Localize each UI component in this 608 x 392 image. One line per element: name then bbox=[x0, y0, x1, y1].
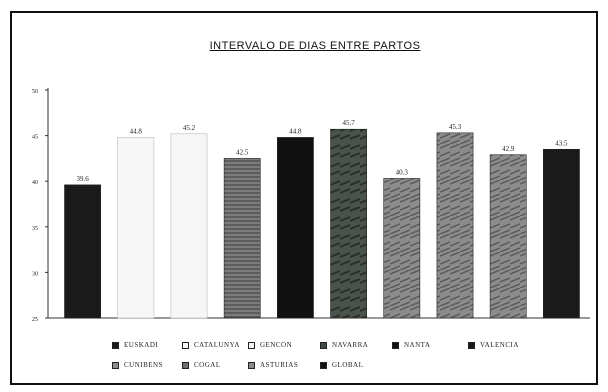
value-label: 42.5 bbox=[236, 148, 249, 156]
y-tick-label: 35 bbox=[32, 226, 38, 232]
legend-swatch bbox=[112, 361, 119, 369]
y-tick-label: 25 bbox=[32, 317, 38, 323]
legend-item: VALENCIA bbox=[468, 341, 519, 349]
legend-item: CUNIBENS bbox=[112, 361, 163, 369]
legend-swatch bbox=[248, 341, 255, 349]
legend-swatch bbox=[392, 341, 399, 349]
legend-swatch bbox=[182, 341, 189, 349]
value-label: 44.8 bbox=[289, 127, 302, 135]
bar-navarra bbox=[330, 128, 367, 319]
legend-item: NANTA bbox=[392, 341, 430, 349]
legend-label: VALENCIA bbox=[480, 341, 519, 349]
legend-swatch bbox=[248, 361, 255, 369]
legend-item: GLOBAL bbox=[320, 361, 363, 369]
legend-swatch bbox=[182, 361, 189, 369]
bar-nanta bbox=[436, 132, 474, 319]
legend-label: NANTA bbox=[404, 341, 431, 349]
y-tick-label: 40 bbox=[32, 180, 38, 186]
value-label: 45.2 bbox=[183, 124, 196, 132]
value-label: 39.6 bbox=[76, 175, 89, 183]
value-label: 40.3 bbox=[396, 168, 409, 176]
y-tick-label: 30 bbox=[32, 271, 38, 277]
bar-cogal bbox=[277, 137, 314, 319]
legend-item: NAVARRA bbox=[320, 341, 368, 349]
legend-item: GENCON bbox=[248, 341, 292, 349]
bar-euskadi bbox=[64, 184, 101, 319]
legend-label: GENCON bbox=[260, 341, 293, 349]
value-label: 44.8 bbox=[130, 127, 143, 135]
value-label: 45.7 bbox=[342, 119, 355, 127]
legend-item: COGAL bbox=[182, 361, 221, 369]
legend-swatch bbox=[320, 361, 327, 369]
bar-asturias bbox=[383, 178, 421, 319]
legend-item: CATALUNYA bbox=[182, 341, 240, 349]
legend-label: GLOBAL bbox=[332, 361, 364, 369]
value-label: 45.3 bbox=[449, 123, 462, 131]
bar-cunibens bbox=[223, 158, 261, 319]
bar-gencon bbox=[170, 133, 208, 319]
chart-title: INTERVALO DE DIAS ENTRE PARTOS bbox=[209, 40, 421, 52]
value-label: 43.5 bbox=[555, 139, 568, 147]
value-label: 42.9 bbox=[502, 145, 515, 153]
legend-label: ASTURIAS bbox=[260, 361, 299, 369]
bar-valencia bbox=[489, 154, 527, 319]
y-tick-label: 45 bbox=[32, 135, 38, 141]
legend-label: COGAL bbox=[194, 361, 221, 369]
legend-swatch bbox=[468, 341, 475, 349]
bar-catalunya bbox=[117, 137, 155, 319]
legend-swatch bbox=[320, 341, 327, 349]
y-tick-label: 50 bbox=[32, 89, 38, 95]
legend-label: NAVARRA bbox=[332, 341, 369, 349]
legend-label: CUNIBENS bbox=[124, 361, 164, 369]
legend-item: ASTURIAS bbox=[248, 361, 298, 369]
legend-item: EUSKADI bbox=[112, 341, 158, 349]
legend-label: EUSKADI bbox=[124, 341, 159, 349]
bar-global bbox=[543, 148, 580, 319]
legend-label: CATALUNYA bbox=[194, 341, 240, 349]
legend-swatch bbox=[112, 341, 119, 349]
